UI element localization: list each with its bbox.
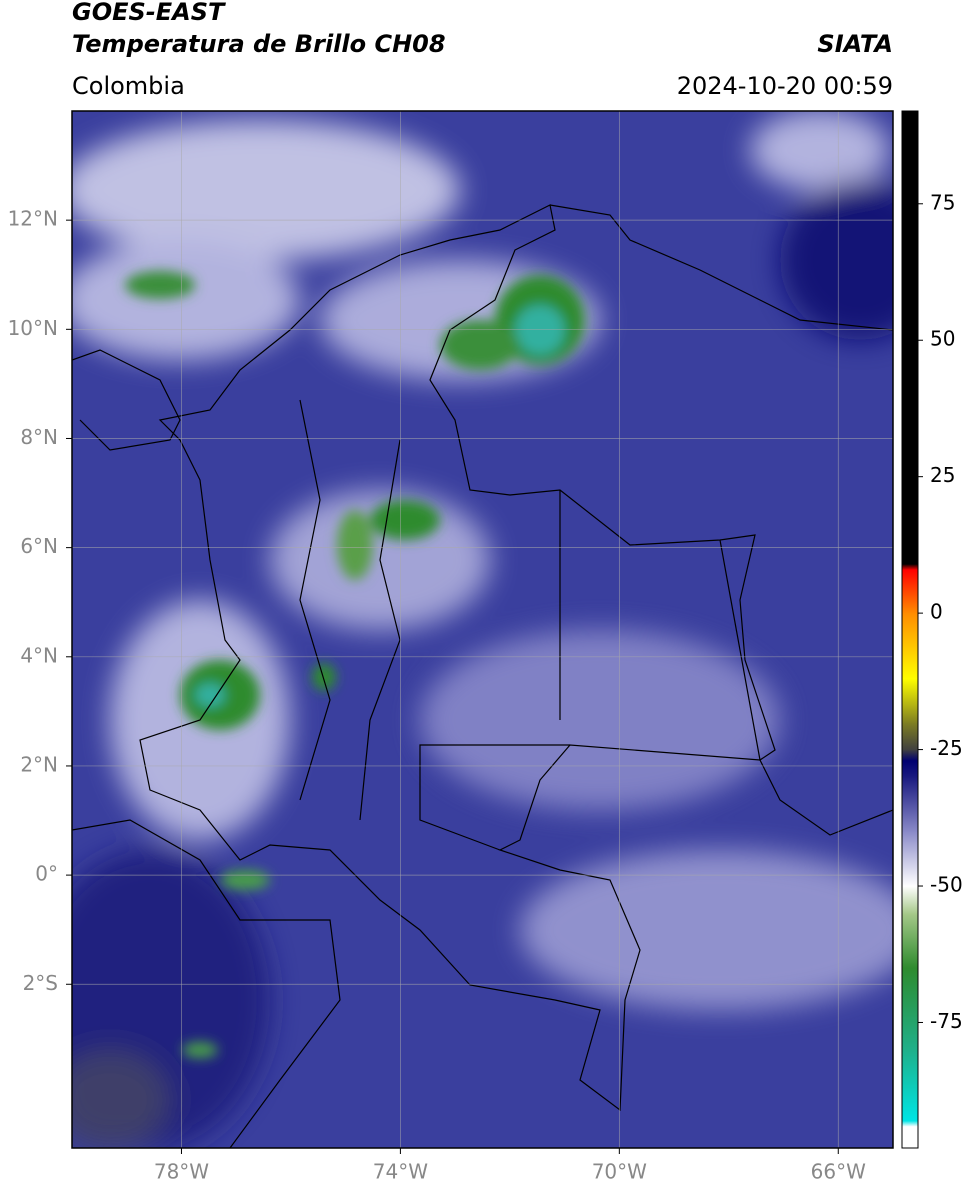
x-tick-label: 66°W: [811, 1160, 866, 1184]
map-image: [72, 111, 893, 1148]
colorbar-tick-label: -25: [930, 736, 963, 760]
region: Colombia: [72, 72, 185, 100]
colorbar-segment: [902, 722, 918, 751]
colorbar-segment: [902, 569, 918, 614]
colorbar-tick-label: -50: [930, 873, 963, 897]
colorbar-segment: [902, 564, 918, 570]
colorbar-segment: [902, 760, 918, 778]
y-tick-label: 0°: [35, 862, 58, 886]
datetime: 2024-10-20 00:59: [677, 72, 893, 100]
y-tick-label: 4°N: [20, 643, 58, 667]
colorbar-segment: [902, 749, 918, 761]
colorbar-segment: [902, 913, 918, 969]
colorbar-segment: [902, 111, 918, 565]
title: GOES-EAST: [72, 0, 226, 26]
colorbar-segment: [902, 967, 918, 1051]
colorbar-tick-label: 75: [930, 190, 955, 214]
colorbar-segment: [902, 613, 918, 680]
colorbar-segment: [902, 678, 918, 723]
subtitle: Temperatura de Brillo CH08: [72, 30, 446, 58]
y-tick-label: 10°N: [8, 316, 58, 340]
y-tick-label: 12°N: [8, 207, 58, 231]
colorbar-segment: [902, 886, 918, 914]
colorbar-segment: [902, 831, 918, 887]
map-frame: [71, 110, 894, 1149]
colorbar-frame: [901, 110, 919, 1149]
colorbar-segment: [902, 1049, 918, 1122]
x-tick-label: 70°W: [592, 1160, 647, 1184]
y-tick-label: 2°N: [20, 752, 58, 776]
y-tick-label: 8°N: [20, 425, 58, 449]
colorbar-tick-label: 25: [930, 463, 955, 487]
colorbar-tick-label: -75: [930, 1009, 963, 1033]
colorbar-segment: [902, 776, 918, 832]
colorbar-tick-label: 50: [930, 327, 955, 351]
source: SIATA: [817, 30, 893, 58]
colorbar-segment: [902, 1126, 918, 1149]
x-tick-label: 78°W: [154, 1160, 209, 1184]
y-tick-label: 2°S: [23, 971, 58, 995]
colorbar-segment: [902, 1120, 918, 1127]
colorbar-tick-label: 0: [930, 600, 943, 624]
y-tick-label: 6°N: [20, 534, 58, 558]
x-tick-label: 74°W: [373, 1160, 428, 1184]
